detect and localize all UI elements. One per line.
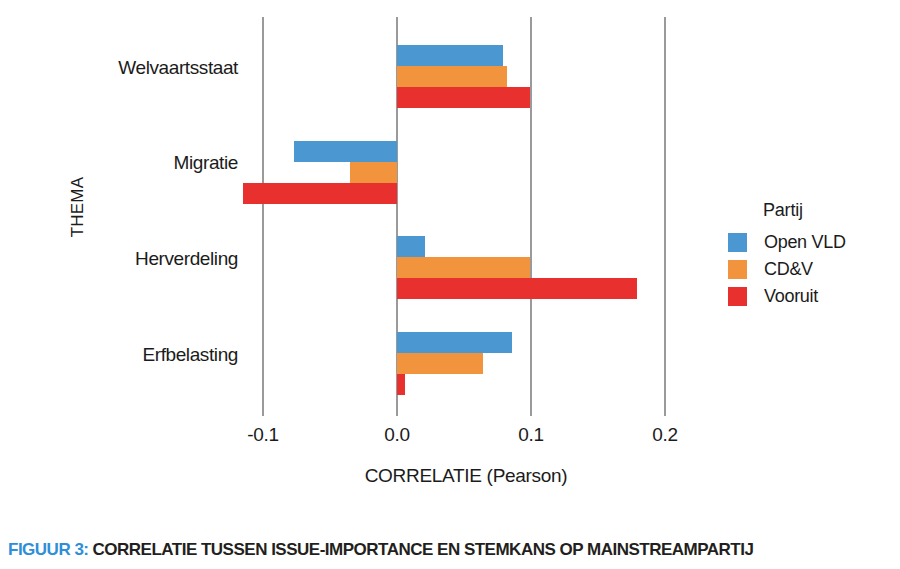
bar-erfbelasting-cd-v — [397, 353, 483, 374]
legend-item-vooruit: Vooruit — [728, 283, 898, 310]
caption-text: CORRELATIE TUSSEN ISSUE-IMPORTANCE EN ST… — [93, 540, 754, 559]
legend-swatch-icon — [728, 233, 747, 252]
x-tick-label-0.2: 0.2 — [652, 424, 678, 446]
figure: THEMA Welvaartsstaat Migratie Herverdeling… — [0, 0, 900, 569]
legend-item-open-vld: Open VLD — [728, 229, 898, 256]
legend-label: CD&V — [764, 259, 813, 280]
category-label-herverdeling: Herverdeling — [8, 248, 238, 270]
category-label-migratie: Migratie — [8, 152, 238, 174]
legend-swatch-icon — [728, 260, 747, 279]
legend-title: Partij — [763, 200, 898, 221]
legend: Partij Open VLD CD&V Vooruit — [728, 200, 898, 310]
legend-label: Open VLD — [764, 232, 846, 253]
x-tick-label--0.1: -0.1 — [247, 424, 279, 446]
bar-erfbelasting-vooruit — [397, 374, 405, 395]
bar-migratie-vooruit — [243, 183, 397, 204]
bar-herverdeling-vooruit — [397, 278, 637, 299]
x-axis-title: CORRELATIE (Pearson) — [365, 465, 568, 487]
category-label-welvaartsstaat: Welvaartsstaat — [8, 57, 238, 79]
legend-label: Vooruit — [764, 286, 818, 307]
y-axis-title: THEMA — [68, 177, 88, 238]
figure-caption: FIGUUR 3:CORRELATIE TUSSEN ISSUE-IMPORTA… — [8, 540, 753, 560]
gridline--0.1 — [262, 17, 264, 416]
bar-erfbelasting-open-vld — [397, 332, 512, 353]
bar-welvaartsstaat-vooruit — [397, 87, 530, 108]
bar-migratie-cd-v — [350, 162, 397, 183]
bar-welvaartsstaat-cd-v — [397, 66, 507, 87]
bar-herverdeling-cd-v — [397, 257, 530, 278]
x-tick-label-0.1: 0.1 — [518, 424, 544, 446]
legend-items: Open VLD CD&V Vooruit — [728, 229, 898, 310]
legend-swatch-icon — [728, 287, 747, 306]
x-tick-label-0.0: 0.0 — [384, 424, 410, 446]
bar-herverdeling-open-vld — [397, 236, 425, 257]
legend-item-cd-v: CD&V — [728, 256, 898, 283]
category-label-erfbelasting: Erfbelasting — [8, 344, 238, 366]
bar-migratie-open-vld — [294, 141, 397, 162]
gridline-0.1 — [530, 17, 532, 416]
caption-figure-number: FIGUUR 3: — [8, 540, 89, 559]
bar-chart: THEMA Welvaartsstaat Migratie Herverdeling… — [0, 0, 900, 520]
gridline-0.2 — [664, 17, 666, 416]
bar-welvaartsstaat-open-vld — [397, 45, 503, 66]
